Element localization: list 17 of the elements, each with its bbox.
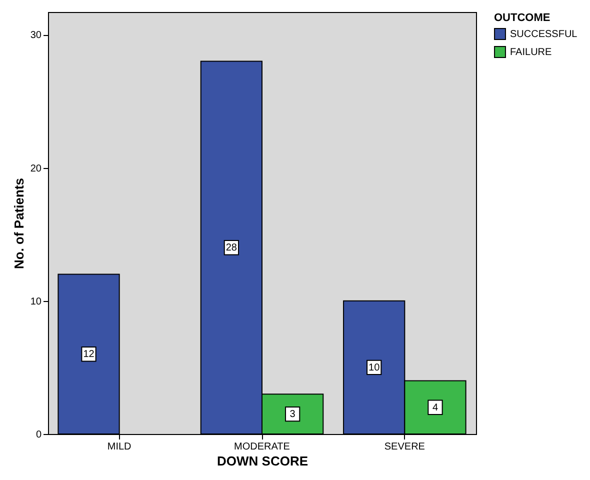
legend-label: SUCCESSFUL — [510, 29, 578, 40]
x-tick-label: MILD — [107, 442, 132, 452]
data-label: 28 — [226, 242, 238, 254]
x-tick-label: SEVERE — [384, 442, 426, 452]
y-tick-label: 30 — [30, 30, 42, 42]
data-label: 4 — [432, 402, 438, 414]
data-label: 10 — [368, 362, 380, 374]
y-tick-label: 20 — [30, 163, 42, 174]
legend-title: OUTCOME — [494, 12, 550, 24]
y-tick-label: 0 — [36, 430, 42, 440]
x-axis-title: DOWN SCORE — [217, 454, 308, 468]
y-tick-label: 10 — [30, 296, 42, 308]
legend-label: FAILURE — [510, 47, 552, 58]
x-tick-label: MODERATE — [234, 442, 290, 452]
data-label: 12 — [83, 349, 95, 360]
data-label: 3 — [290, 409, 296, 420]
y-axis-title: No. of Patients — [11, 178, 26, 270]
